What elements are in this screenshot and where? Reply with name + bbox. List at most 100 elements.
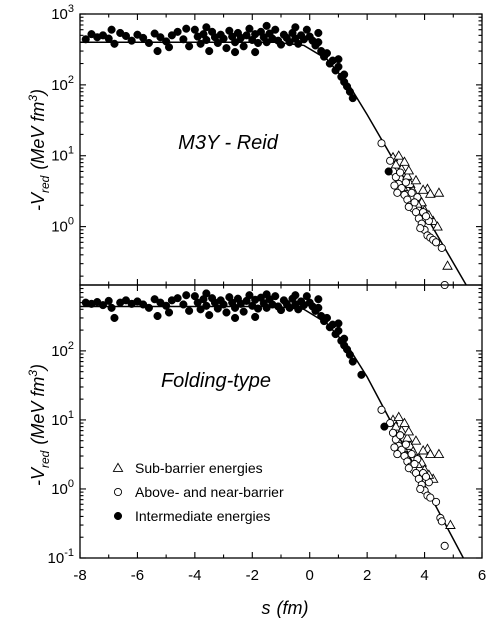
data-point-open-circle [401,178,410,187]
data-point-filled-circle [384,167,393,176]
data-point-filled-circle [182,291,191,300]
legend-label: Intermediate energies [135,508,270,524]
data-point-triangle [433,448,445,458]
data-point-filled-circle [202,35,211,45]
data-point-open-circle [396,431,405,440]
data-point-filled-circle [262,21,271,30]
data-point-filled-circle [219,300,228,309]
x-tick-label: -4 [188,567,201,584]
data-point-filled-circle [213,304,222,313]
data-point-filled-circle [271,292,280,301]
data-point-filled-circle [127,36,136,45]
data-point-triangle [399,417,410,427]
y-tick-label: 100 [51,216,74,236]
data-point-filled-circle [110,313,119,322]
data-point-filled-circle [107,25,116,34]
x-tick-label: 6 [478,567,486,584]
data-point-triangle [424,448,436,458]
data-point-filled-circle [179,35,188,44]
data-point-open-circle [377,139,386,148]
data-point-filled-circle [182,24,191,33]
data-point-filled-circle [239,307,248,316]
x-axis-title: s (fm) [262,598,309,618]
data-point-filled-circle [239,42,248,51]
data-point-filled-circle [179,300,188,309]
data-point-open-circle [426,493,435,502]
y-tick-label: 102 [51,74,74,94]
data-point-open-circle [390,443,399,452]
data-point-open-circle [410,198,419,207]
data-point-filled-circle [150,29,159,38]
data-point-filled-circle [185,42,194,51]
data-point-triangle [442,260,453,270]
data-point-filled-circle [153,311,162,321]
data-point-triangle [410,435,422,445]
data-point-filled-circle [164,308,174,317]
data-point-filled-circle [144,38,153,48]
data-point-filled-circle [231,48,240,57]
legend-label: Above- and near-barrier [135,484,284,500]
data-point-triangle [403,164,415,175]
data-point-filled-circle [245,291,254,300]
data-point-filled-circle [291,291,300,300]
data-point-filled-circle [196,39,205,48]
data-point-filled-circle [185,306,194,315]
data-point-filled-circle [162,301,171,310]
x-tick-label: 0 [306,567,314,584]
data-point-open-circle [440,541,449,550]
data-point-open-circle [432,497,441,506]
data-point-filled-circle [340,70,349,79]
x-tick-label: 4 [420,567,428,584]
data-point-filled-circle [314,28,323,38]
x-tick-label: 2 [363,567,371,584]
y-tick-label: 101 [51,145,74,165]
panel-bottom-y-axis-title: -Vred(MeV fm3) [26,364,52,486]
data-point-filled-circle [190,25,199,34]
data-point-triangle [417,184,429,194]
y-tick-label: 10-1 [48,547,74,567]
data-point-filled-circle [380,422,389,431]
panel-bottom-y-ticks: 102 101 100 10-1 [48,284,482,567]
data-point-filled-circle [173,294,182,303]
data-point-open-circle [390,181,399,190]
data-point-filled-circle [348,94,357,103]
data-point-filled-circle [334,55,343,64]
data-point-filled-circle [251,312,260,322]
panel-bottom-points [81,289,456,550]
data-point-open-circle [404,202,413,211]
legend-marker [112,462,124,472]
data-point-filled-circle [276,306,286,315]
data-point-filled-circle [104,34,113,43]
data-point-open-circle [421,212,431,221]
y-tick-label: 101 [51,409,74,429]
data-point-open-circle [407,188,416,197]
data-point-filled-circle [104,296,113,305]
data-point-open-circle [437,243,446,252]
data-point-triangle [410,174,422,185]
data-point-filled-circle [285,38,294,47]
data-point-open-circle [386,156,395,165]
panel-bottom-x-ticks: -8 -6 -4 -2 0 2 4 6 [73,285,486,584]
data-point-open-circle [407,450,416,459]
x-tick-label: -2 [246,567,259,584]
y-tick-label: 103 [51,3,74,23]
data-point-open-circle [437,517,446,526]
panel-top-points [81,21,453,290]
data-point-open-circle [432,238,441,247]
panel-bottom-label: Folding-type [161,370,271,392]
data-point-filled-circle [107,303,116,312]
data-point-filled-circle [222,308,231,317]
data-point-filled-circle [251,48,260,57]
data-point-triangle [433,187,445,197]
x-tick-label: -6 [131,567,144,584]
data-point-filled-circle [231,313,240,322]
data-point-open-circle [401,440,410,449]
data-point-open-circle [377,405,386,414]
data-point-filled-circle [202,301,211,310]
data-point-filled-circle [334,62,343,71]
data-point-open-circle [410,459,419,469]
legend-marker [113,511,123,521]
data-point-triangle [417,445,429,455]
data-point-filled-circle [110,39,119,48]
